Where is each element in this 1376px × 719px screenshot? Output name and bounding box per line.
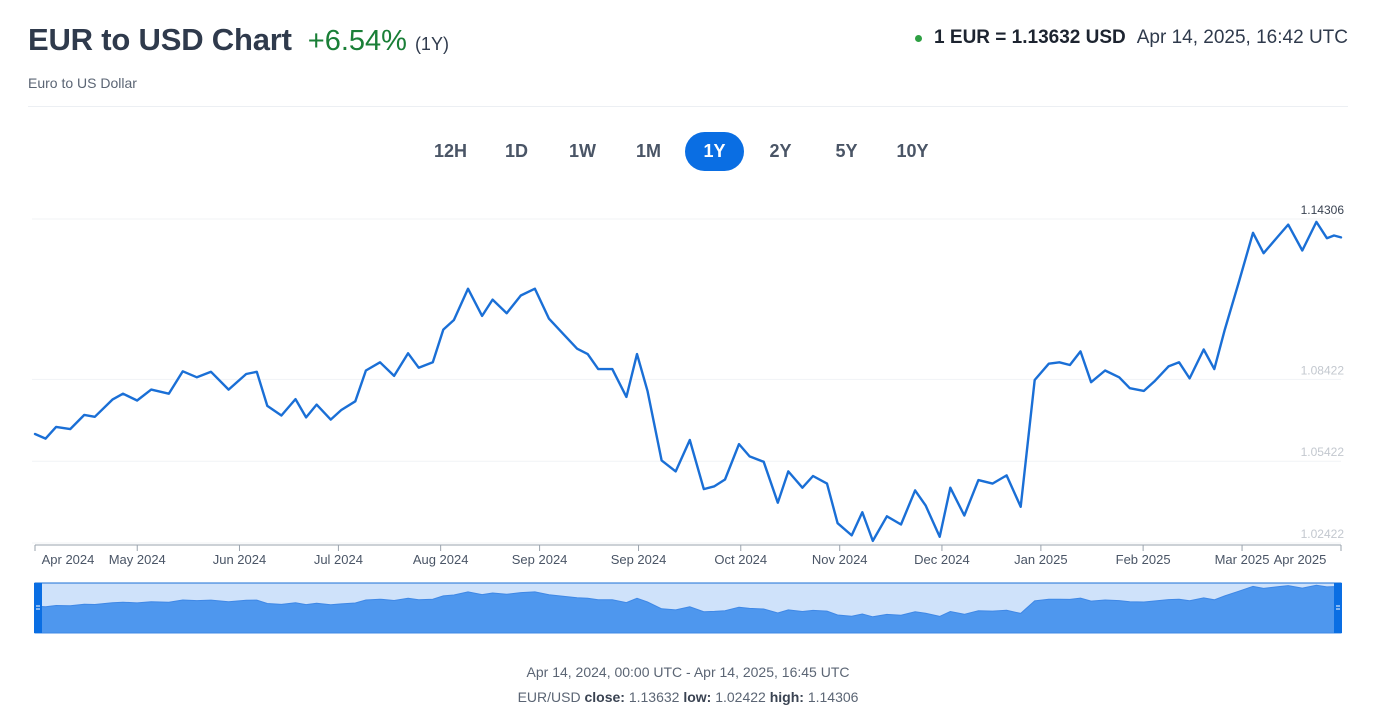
x-tick-label: Feb 2025 — [1116, 552, 1171, 567]
x-tick-label: Jul 2024 — [314, 552, 363, 567]
footer-low-label: low: — [683, 689, 712, 705]
rate-timestamp: Apr 14, 2025, 16:42 UTC — [1136, 27, 1348, 48]
x-tick-label: Sep 2024 — [611, 552, 667, 567]
y-tick-label: 1.14306 — [1301, 203, 1345, 217]
chart-header: EUR to USD Chart +6.54% (1Y) Euro to US … — [28, 22, 1348, 91]
range-tab-10y[interactable]: 10Y — [896, 141, 929, 161]
range-tab-1d[interactable]: 1D — [504, 141, 528, 161]
range-tab-12h[interactable]: 12H — [433, 141, 468, 161]
range-tab-1w[interactable]: 1W — [569, 141, 596, 161]
navigator-grip-icon — [36, 605, 1340, 610]
y-axis-labels: 1.14306 1.08422 1.05422 1.02422 — [1301, 203, 1345, 541]
navigator-area — [34, 584, 1342, 634]
range-tab-5y[interactable]: 5Y — [835, 141, 858, 161]
change-period: (1Y) — [414, 34, 449, 54]
x-tick-label: Sep 2024 — [512, 552, 568, 567]
footer-close-label: close: — [584, 689, 625, 705]
live-dot-icon — [915, 34, 923, 42]
title-row: EUR to USD Chart +6.54% (1Y) — [28, 22, 449, 58]
x-tick-label: Dec 2024 — [914, 552, 970, 567]
current-rate: 1 EUR = 1.13632 USD — [934, 27, 1126, 48]
range-tab-1m[interactable]: 1M — [635, 141, 661, 161]
navigator-left-handle[interactable] — [34, 583, 42, 633]
x-tick-label: Aug 2024 — [413, 552, 469, 567]
footer-low-value: 1.02422 — [715, 689, 766, 705]
x-tick-label: Jan 2025 — [1014, 552, 1068, 567]
price-line — [33, 220, 1343, 543]
change-percent: +6.54% — [307, 25, 407, 57]
y-tick-label: 1.08422 — [1301, 363, 1345, 377]
footer-pair: EUR/USD — [517, 689, 581, 705]
range-tab-2y[interactable]: 2Y — [769, 141, 792, 161]
page-subtitle: Euro to US Dollar — [28, 75, 137, 91]
footer-high-value: 1.14306 — [807, 689, 859, 705]
x-tick-label: Oct 2024 — [714, 552, 767, 567]
x-tick-label: May 2024 — [109, 552, 166, 567]
range-tabs: 12H 1D 1W 1M 1Y 2Y 5Y 10Y — [421, 132, 949, 171]
chart-grid — [32, 218, 1341, 544]
footer-close-value: 1.13632 — [628, 689, 680, 705]
live-rate: 1 EUR = 1.13632 USD Apr 14, 2025, 16:42 … — [915, 27, 1348, 49]
page-title: EUR to USD Chart — [28, 22, 292, 57]
footer-high-label: high: — [769, 689, 804, 705]
y-tick-label: 1.05422 — [1301, 445, 1345, 459]
x-tick-label: Apr 2024 — [42, 552, 95, 567]
x-tick-label: Nov 2024 — [812, 552, 868, 567]
y-tick-label: 1.02422 — [1301, 527, 1345, 541]
footer-date-range: Apr 14, 2024, 00:00 UTC - Apr 14, 2025, … — [526, 664, 850, 680]
x-tick-label: Apr 2025 — [1274, 552, 1327, 567]
footer-stats: EUR/USD close: 1.13632 low: 1.02422 high… — [0, 689, 1376, 705]
x-tick-label: Jun 2024 — [213, 552, 267, 567]
x-axis-ticks: Apr 2024 May 2024 Jun 2024 Jul 2024 Aug 2024… — [34, 545, 1342, 567]
navigator-right-handle[interactable] — [1334, 583, 1342, 633]
x-tick-label: Mar 2025 — [1215, 552, 1270, 567]
header-divider — [28, 106, 1348, 107]
price-chart[interactable]: 1.14306 1.08422 1.05422 1.02422 Apr 2024 May… — [0, 195, 1376, 640]
range-tab-1y[interactable]: 1Y — [685, 132, 744, 171]
range-navigator[interactable] — [34, 582, 1342, 634]
